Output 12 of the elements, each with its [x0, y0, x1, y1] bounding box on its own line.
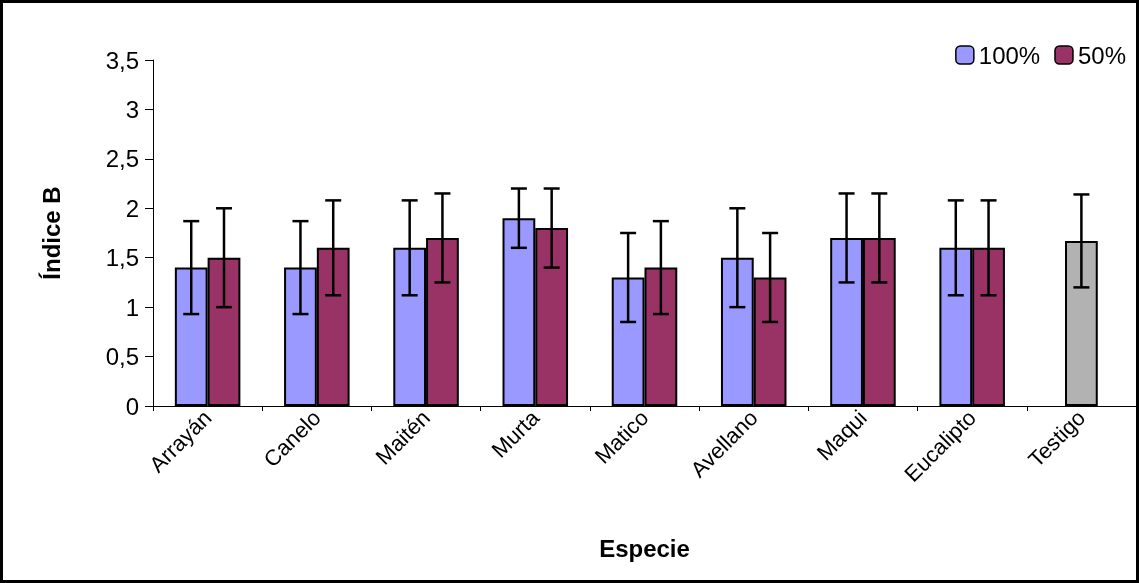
y-tick-label: 2 — [125, 194, 139, 222]
y-axis-title: Índice B — [37, 186, 65, 280]
y-tick-label: 0 — [125, 392, 139, 420]
y-tick-label: 1,5 — [105, 244, 139, 272]
y-tick-label: 1 — [125, 293, 139, 321]
y-tick-label: 0,5 — [105, 343, 139, 371]
y-tick-label: 3,5 — [105, 46, 139, 74]
y-tick-label: 2,5 — [105, 145, 139, 173]
legend-label: 50% — [1077, 41, 1127, 69]
legend-label: 100% — [978, 41, 1041, 69]
y-tick-label: 3 — [125, 95, 139, 123]
x-axis-title: Especie — [599, 534, 690, 562]
